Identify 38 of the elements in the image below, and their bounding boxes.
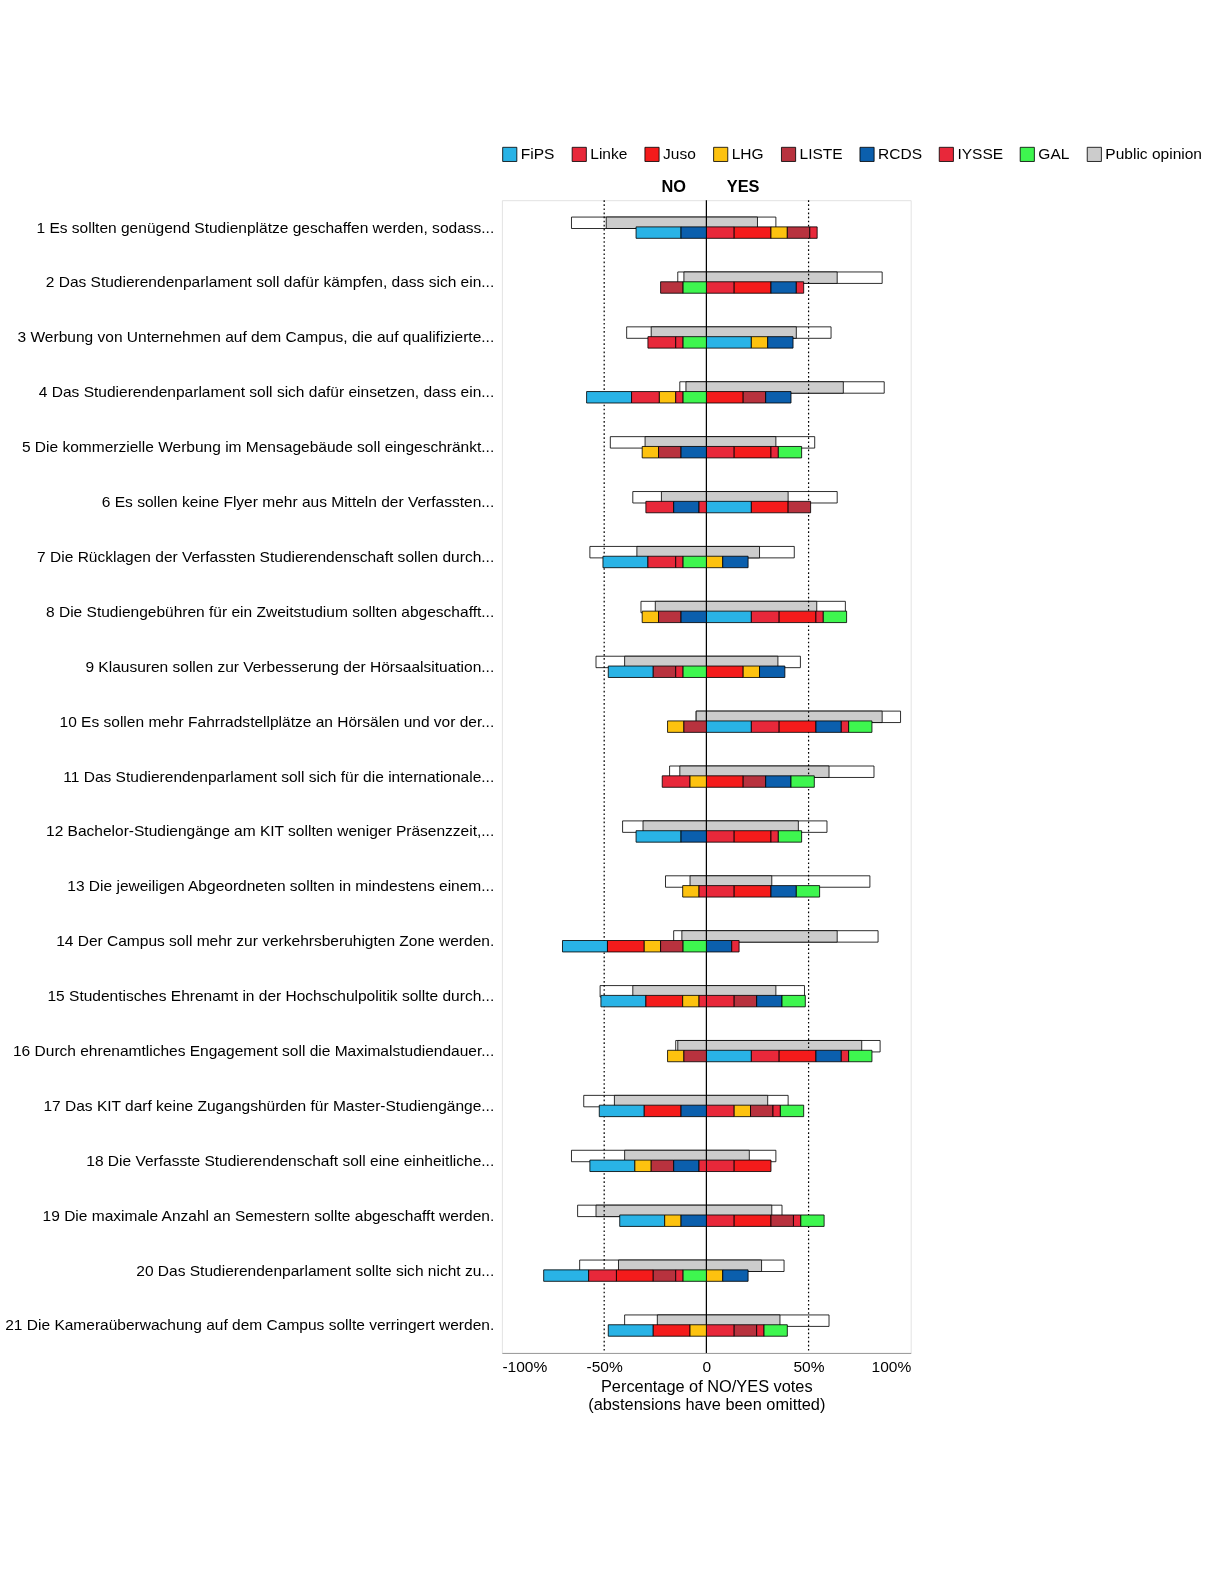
y-tick-label: 1 Es sollten genügend Studienplätze geschaffen werden, sodass... [36, 218, 495, 236]
y-tick-label: 7 Die Rücklagen der Verfassten Studierendenschaft sollen durch... [37, 547, 495, 565]
x-tick-label: 50% [793, 1358, 825, 1376]
legend-label: FiPS [520, 145, 555, 163]
y-tick-label: 10 Es sollen mehr Fahrradstellplätze an Hörsälen und vor der... [59, 712, 495, 730]
y-tick-label: 3 Werbung von Unternehmen auf dem Campus, die auf qualifizierte... [17, 328, 495, 346]
y-tick-label: 8 Die Studiengebühren für ein Zweitstudium sollten abgeschafft... [46, 602, 495, 620]
y-tick-label: 19 Die maximale Anzahl an Semestern sollte abgeschafft werden. [42, 1206, 495, 1224]
y-tick-label: 5 Die kommerzielle Werbung im Mensagebäude soll eingeschränkt... [21, 438, 495, 456]
x-tick-label: 0 [702, 1358, 712, 1376]
legend-label: Public opinion [1105, 145, 1202, 163]
text: NO [661, 177, 687, 196]
legend-label: LISTE [799, 145, 843, 163]
text: YES [726, 177, 760, 196]
legend-label: Juso [663, 145, 696, 163]
y-tick-label: 13 Die jeweiligen Abgeordneten sollten in mindestens einem... [67, 877, 495, 895]
y-tick-label: 9 Klausuren sollen zur Verbesserung der Hörsaalsituation... [85, 657, 495, 675]
legend-label: Linke [590, 145, 628, 163]
y-tick-label: 6 Es sollen keine Flyer mehr aus Mitteln der Verfassten... [101, 493, 495, 511]
legend-label: LHG [731, 145, 764, 163]
y-tick-label: 16 Durch ehrenamtliches Engagement soll die Maximalstudiendauer... [12, 1042, 495, 1060]
legend-label: RCDS [878, 145, 923, 163]
y-tick-label: 4 Das Studierendenparlament soll sich dafür einsetzen, dass ein... [38, 383, 495, 401]
y-tick-label: 14 Der Campus soll mehr zur verkehrsberuhigten Zone werden. [56, 932, 495, 950]
x-axis-title: Percentage of NO/YES votes (abstensions have been omitted) [588, 1376, 826, 1413]
x-tick-label: -50% [586, 1358, 623, 1376]
y-tick-label: 11 Das Studierendenparlament soll sich für die internationale... [63, 767, 495, 785]
y-tick-label: 2 Das Studierendenparlament soll dafür kämpfen, dass sich ein... [45, 273, 495, 291]
y-tick-label: 18 Die Verfasste Studierendenschaft soll eine einheitliche... [86, 1151, 495, 1169]
y-tick-label: 20 Das Studierendenparlament sollte sich nicht zu... [136, 1261, 495, 1279]
x-tick-label: 100% [871, 1358, 912, 1376]
y-tick-label: 17 Das KIT darf keine Zugangshürden für Master-Studiengänge... [43, 1096, 495, 1114]
legend-label: IYSSE [957, 145, 1004, 163]
y-tick-label: 12 Bachelor-Studiengänge am KIT sollten weniger Präsenzzeit,... [46, 822, 495, 840]
y-tick-label: 21 Die Kameraüberwachung auf dem Campus sollte verringert werden. [5, 1316, 495, 1334]
legend-label: GAL [1038, 145, 1070, 163]
y-tick-label: 15 Studentisches Ehrenamt in der Hochschulpolitik sollte durch... [47, 987, 495, 1005]
x-tick-label: -100% [502, 1358, 548, 1376]
